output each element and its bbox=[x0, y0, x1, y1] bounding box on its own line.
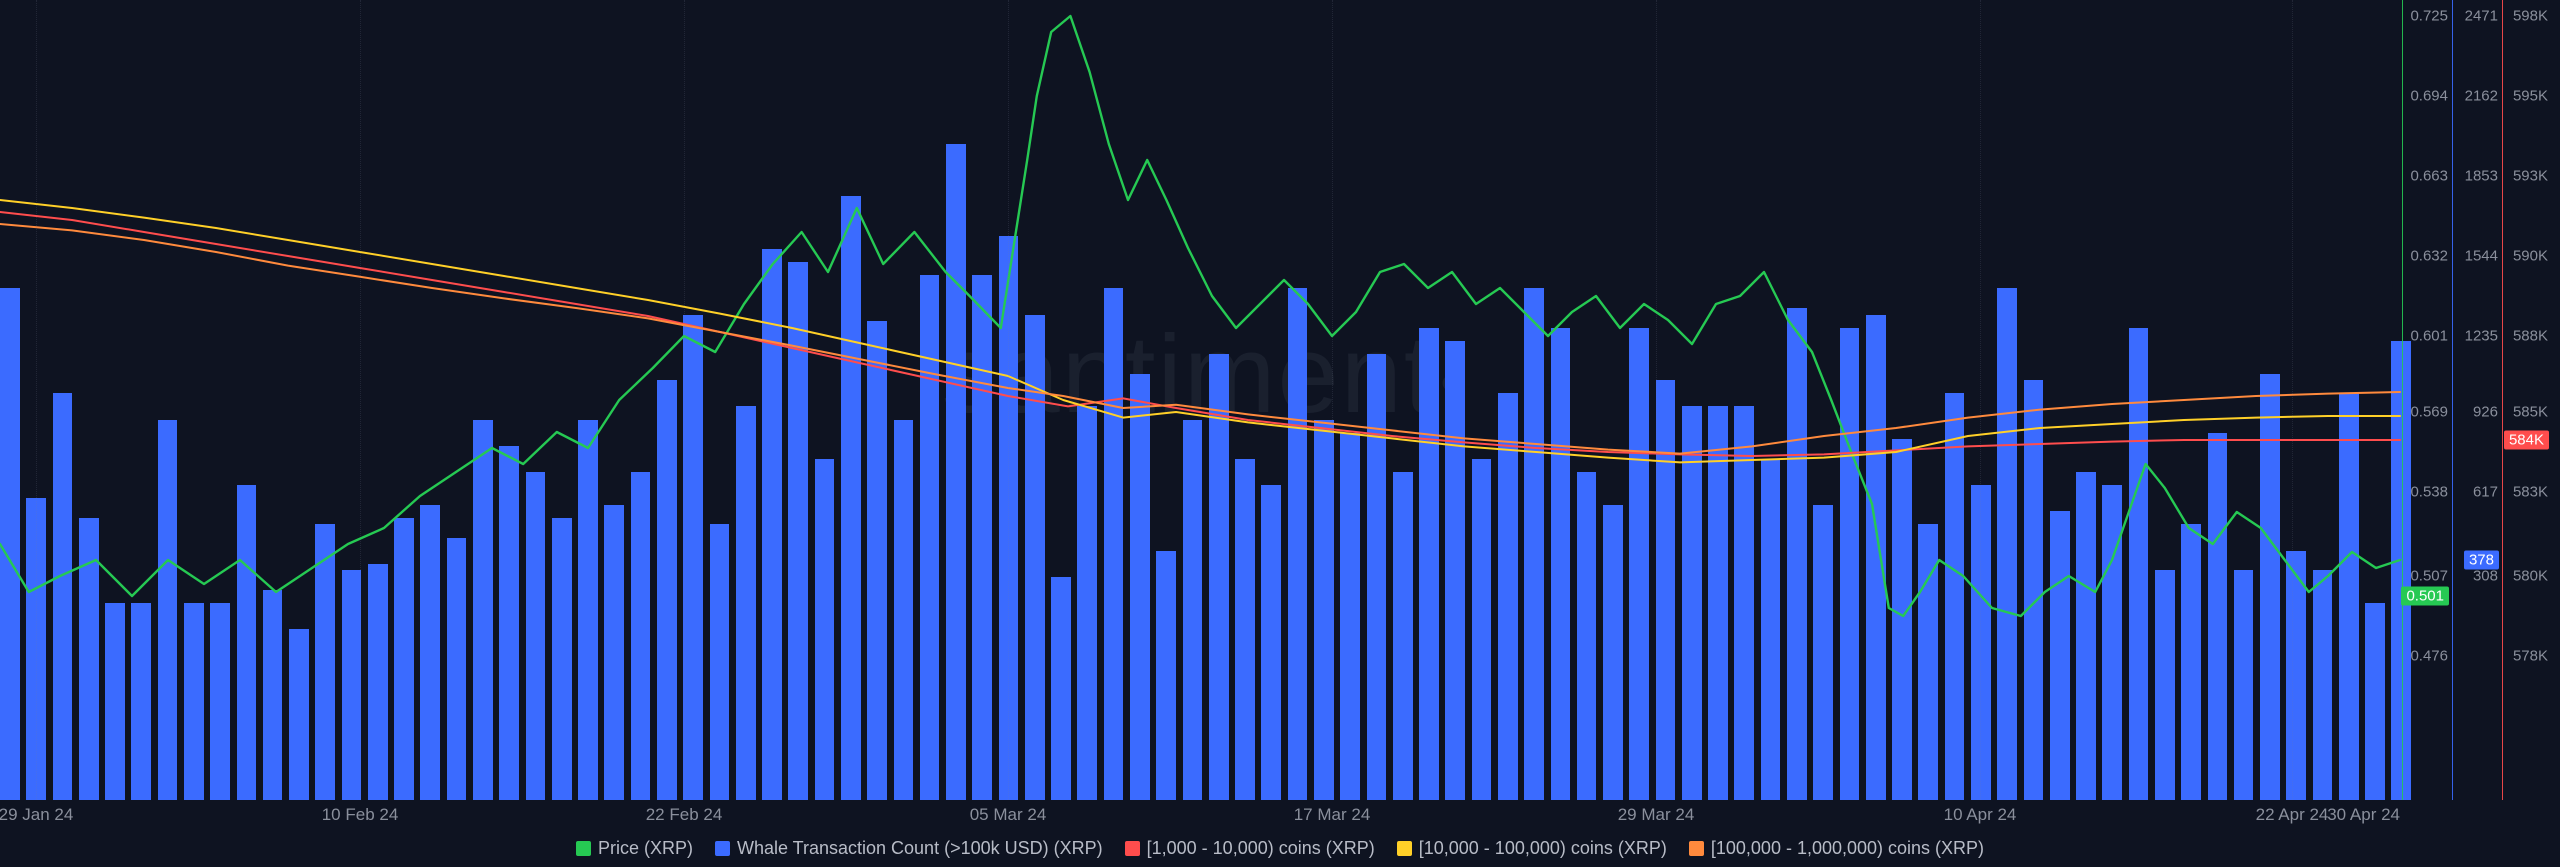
x-tick-label: 30 Apr 24 bbox=[2327, 805, 2400, 825]
y-tick-label: 598K bbox=[2513, 8, 2548, 25]
y-tick-label: 595K bbox=[2513, 88, 2548, 105]
y-axis-whale: 2471 2162 1853 1544 1235 926 617 308378 bbox=[2455, 0, 2500, 800]
y-tick-label: 0.476 bbox=[2410, 648, 2448, 665]
y-tick-label: 0.601 bbox=[2410, 328, 2448, 345]
legend-label: [100,000 - 1,000,000) coins (XRP) bbox=[1711, 838, 1984, 859]
legend-item[interactable]: [1,000 - 10,000) coins (XRP) bbox=[1125, 838, 1375, 859]
legend-swatch bbox=[1397, 841, 1412, 856]
y-tick-label: 2471 bbox=[2465, 8, 2498, 25]
gridline bbox=[360, 0, 361, 800]
y-tick-label: 0.632 bbox=[2410, 248, 2448, 265]
y-tick-label: 590K bbox=[2513, 248, 2548, 265]
y-tick-label: 578K bbox=[2513, 648, 2548, 665]
y-tick-label: 593K bbox=[2513, 168, 2548, 185]
y-axis-cohort3: 598K 595K 593K 590K 588K 585K 583K 580K 578K 584K bbox=[2505, 0, 2550, 800]
y-tick-label: 585K bbox=[2513, 404, 2548, 421]
y-tick-label: 926 bbox=[2473, 404, 2498, 421]
legend-swatch bbox=[1125, 841, 1140, 856]
y-axis-badge-price: 0.501 bbox=[2401, 587, 2449, 606]
x-tick-label: 29 Jan 24 bbox=[0, 805, 73, 825]
legend-swatch bbox=[1689, 841, 1704, 856]
gridline bbox=[36, 0, 37, 800]
gridline bbox=[2292, 0, 2293, 800]
y-tick-label: 588K bbox=[2513, 328, 2548, 345]
y-tick-label: 580K bbox=[2513, 568, 2548, 585]
legend-swatch bbox=[715, 841, 730, 856]
y-tick-label: 2162 bbox=[2465, 88, 2498, 105]
chart-container: santiment 29 Jan 24 10 Feb 24 22 Feb 24 05 … bbox=[0, 0, 2560, 867]
x-tick-label: 05 Mar 24 bbox=[970, 805, 1047, 825]
x-axis: 29 Jan 24 10 Feb 24 22 Feb 24 05 Mar 24 17 M… bbox=[0, 805, 2400, 827]
legend-label: [1,000 - 10,000) coins (XRP) bbox=[1147, 838, 1375, 859]
y-tick-label: 0.538 bbox=[2410, 484, 2448, 501]
legend-item[interactable]: Whale Transaction Count (>100k USD) (XRP… bbox=[715, 838, 1103, 859]
gridline bbox=[684, 0, 685, 800]
legend-swatch bbox=[576, 841, 591, 856]
y-axis-badge-whale: 378 bbox=[2464, 551, 2499, 570]
y-tick-label: 1853 bbox=[2465, 168, 2498, 185]
x-tick-label: 10 Apr 24 bbox=[1944, 805, 2017, 825]
x-tick-label: 10 Feb 24 bbox=[322, 805, 399, 825]
legend-label: Whale Transaction Count (>100k USD) (XRP… bbox=[737, 838, 1103, 859]
y-tick-label: 0.725 bbox=[2410, 8, 2448, 25]
gridline bbox=[1008, 0, 1009, 800]
gridline bbox=[1332, 0, 1333, 800]
y-tick-label: 0.694 bbox=[2410, 88, 2448, 105]
y-tick-label: 308 bbox=[2473, 568, 2498, 585]
y-tick-label: 583K bbox=[2513, 484, 2548, 501]
legend-label: [10,000 - 100,000) coins (XRP) bbox=[1419, 838, 1667, 859]
x-tick-label: 29 Mar 24 bbox=[1618, 805, 1695, 825]
gridline bbox=[1980, 0, 1981, 800]
y-tick-label: 617 bbox=[2473, 484, 2498, 501]
gridline bbox=[1656, 0, 1657, 800]
y-tick-label: 0.507 bbox=[2410, 568, 2448, 585]
y-axis-price: 0.725 0.694 0.663 0.632 0.601 0.569 0.538 0.507… bbox=[2405, 0, 2450, 800]
x-tick-label: 22 Feb 24 bbox=[646, 805, 723, 825]
legend-item[interactable]: [10,000 - 100,000) coins (XRP) bbox=[1397, 838, 1667, 859]
plot-area[interactable]: santiment bbox=[0, 0, 2400, 800]
legend-label: Price (XRP) bbox=[598, 838, 693, 859]
y-axis-badge-cohort3: 584K bbox=[2504, 431, 2549, 450]
legend: Price (XRP) Whale Transaction Count (>100… bbox=[0, 838, 2560, 861]
x-tick-label: 17 Mar 24 bbox=[1294, 805, 1371, 825]
y-tick-label: 1544 bbox=[2465, 248, 2498, 265]
legend-item[interactable]: [100,000 - 1,000,000) coins (XRP) bbox=[1689, 838, 1984, 859]
y-tick-label: 1235 bbox=[2465, 328, 2498, 345]
y-tick-label: 0.663 bbox=[2410, 168, 2448, 185]
y-axes: 0.725 0.694 0.663 0.632 0.601 0.569 0.538 0.507… bbox=[2405, 0, 2560, 800]
legend-item[interactable]: Price (XRP) bbox=[576, 838, 693, 859]
x-tick-label: 22 Apr 24 bbox=[2256, 805, 2329, 825]
y-tick-label: 0.569 bbox=[2410, 404, 2448, 421]
